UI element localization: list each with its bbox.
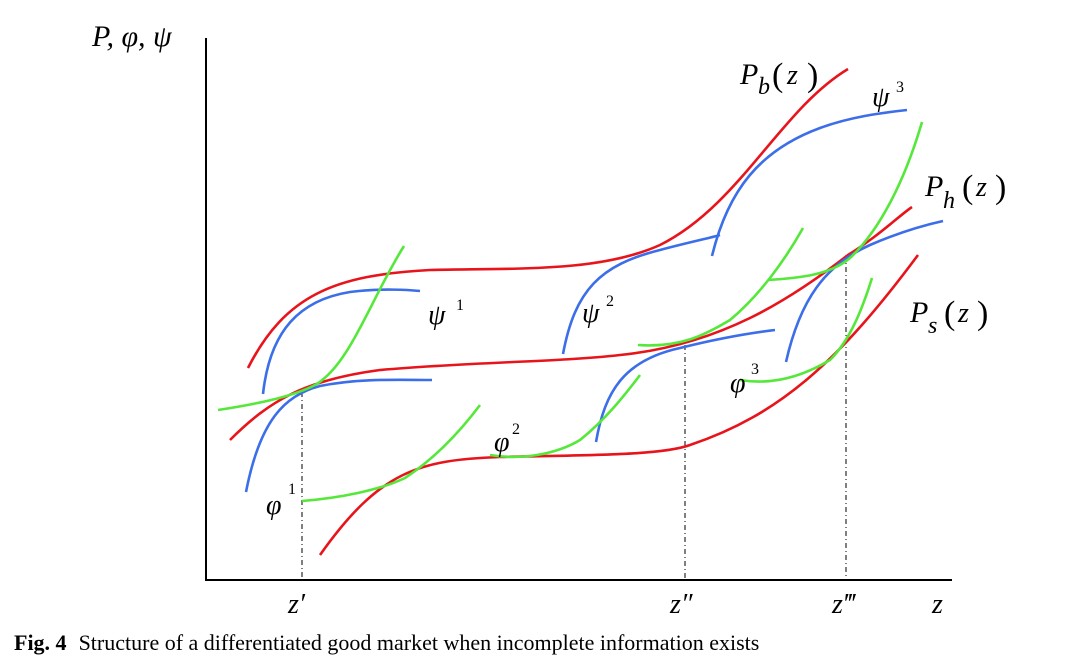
ph-label: P h ( z ) xyxy=(924,169,1006,214)
phi3-upper-curve xyxy=(767,121,924,282)
svg-text:φ: φ xyxy=(494,427,510,458)
psi1-lower-curve xyxy=(244,378,433,493)
svg-text:z: z xyxy=(786,60,798,91)
caption-text: Structure of a differentiated good marke… xyxy=(78,630,760,655)
x-mark-z1: z′ xyxy=(287,589,306,620)
svg-text:2: 2 xyxy=(512,421,520,438)
svg-text:z: z xyxy=(957,298,969,329)
svg-text:): ) xyxy=(807,57,818,94)
phi3-curve xyxy=(739,277,874,383)
x-mark-z2: z″ xyxy=(669,589,693,620)
svg-text:3: 3 xyxy=(751,361,759,378)
psi1-label: ψ 1 xyxy=(428,297,464,331)
phi1-lower-curve xyxy=(301,404,482,503)
svg-text:h: h xyxy=(943,188,955,214)
x-axis-label: z xyxy=(931,589,943,620)
svg-text:P: P xyxy=(924,170,943,203)
svg-text:s: s xyxy=(928,313,937,339)
svg-text:): ) xyxy=(995,169,1006,206)
psi2-lower-curve xyxy=(594,328,776,443)
phi1-curve xyxy=(217,245,406,412)
ps-label: P s ( z ) xyxy=(909,295,988,339)
x-mark-z3: z‴ xyxy=(831,589,857,620)
phi3-label: φ 3 xyxy=(730,361,759,399)
phi2-curve xyxy=(489,374,642,459)
svg-text:φ: φ xyxy=(730,368,746,399)
svg-text:2: 2 xyxy=(606,293,614,310)
psi3-curve xyxy=(710,108,908,257)
svg-text:ψ: ψ xyxy=(872,82,890,113)
svg-text:P: P xyxy=(909,296,928,329)
svg-text:ψ: ψ xyxy=(582,298,600,329)
phi2-label: φ 2 xyxy=(494,421,520,458)
figure-caption: Fig. 4 Structure of a differentiated good… xyxy=(14,630,759,656)
psi1-curve xyxy=(261,288,421,395)
psi2-curve xyxy=(561,233,721,355)
psi3-lower-curve xyxy=(784,219,944,363)
figure-number: Fig. 4 xyxy=(14,630,67,655)
svg-text:(: ( xyxy=(772,57,783,94)
svg-text:ψ: ψ xyxy=(428,300,446,331)
svg-text:1: 1 xyxy=(456,297,464,314)
svg-text:φ: φ xyxy=(266,490,282,521)
svg-text:3: 3 xyxy=(896,79,904,96)
psi2-label: ψ 2 xyxy=(582,293,614,329)
svg-text:z: z xyxy=(975,172,987,203)
psi3-label: ψ 3 xyxy=(872,79,904,113)
y-axis-label: P, φ, ψ xyxy=(91,20,173,53)
svg-text:(: ( xyxy=(944,295,955,332)
svg-text:(: ( xyxy=(962,169,973,206)
pb-curve xyxy=(246,67,849,369)
svg-text:b: b xyxy=(758,74,770,100)
svg-text:P: P xyxy=(739,58,758,91)
phi1-label: φ 1 xyxy=(266,481,296,521)
pb-label: P b ( z ) xyxy=(739,57,818,100)
svg-text:1: 1 xyxy=(288,481,296,498)
svg-text:): ) xyxy=(977,295,988,332)
ps-curve xyxy=(318,254,920,556)
phi2-upper-curve xyxy=(637,227,805,347)
